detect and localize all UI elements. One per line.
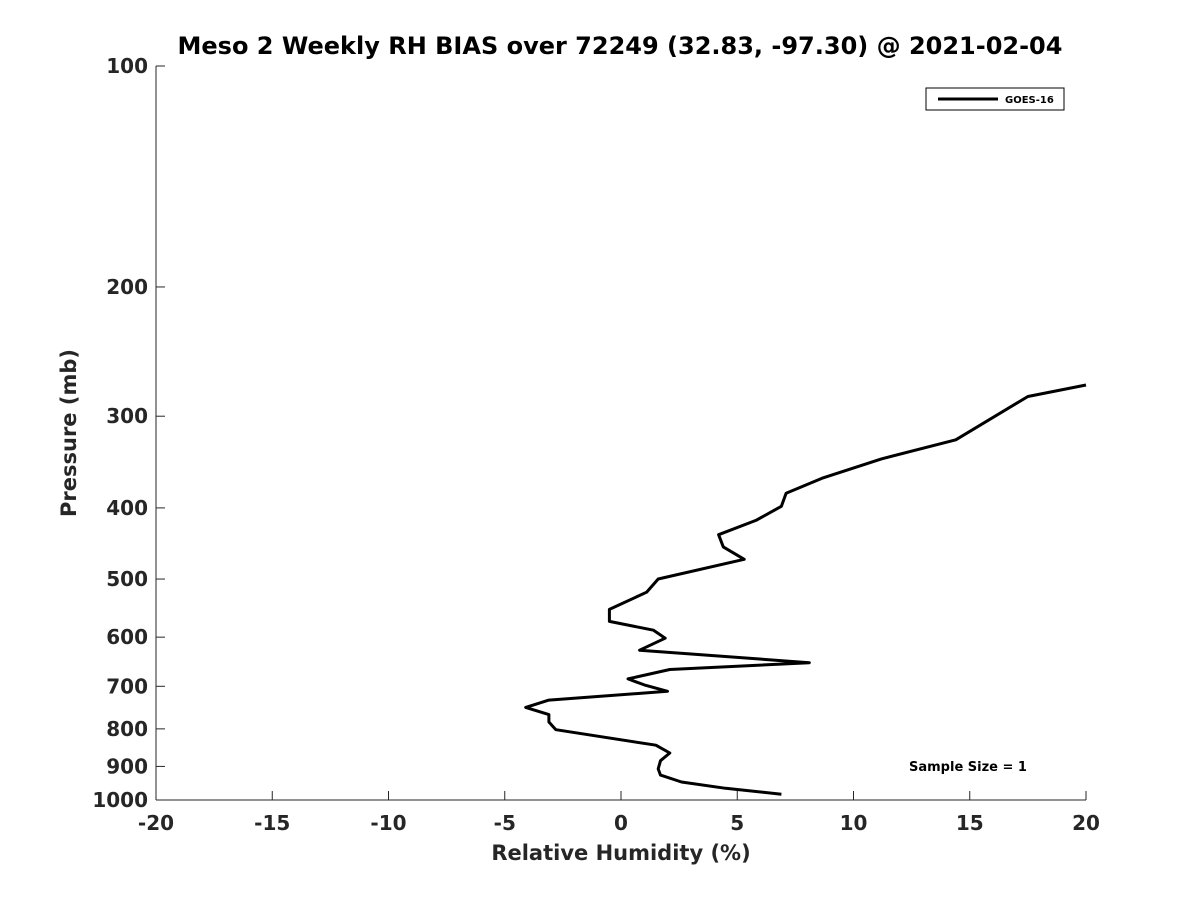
x-ticks: -20 -15 -10 -5 0 5 10 15 20 <box>138 791 1100 835</box>
y-tick-label: 800 <box>106 717 148 741</box>
y-tick-label: 500 <box>106 567 148 591</box>
x-tick-label: -5 <box>494 811 516 835</box>
legend-label-goes-16: GOES-16 <box>1005 95 1054 106</box>
x-tick-label: -15 <box>254 811 290 835</box>
axes <box>155 66 1086 801</box>
x-tick-label: -20 <box>138 811 174 835</box>
y-tick-label: 900 <box>106 754 148 778</box>
legend: GOES-16 <box>925 87 1065 111</box>
x-tick-label: 5 <box>730 811 744 835</box>
x-axis-label: Relative Humidity (%) <box>491 841 750 865</box>
y-tick-label: 200 <box>106 275 148 299</box>
x-tick-label: 0 <box>614 811 628 835</box>
chart-title: Meso 2 Weekly RH BIAS over 72249 (32.83,… <box>178 32 1063 60</box>
y-tick-label: 100 <box>106 54 148 78</box>
y-tick-label: 700 <box>106 674 148 698</box>
y-ticks: 100 200 300 400 500 600 700 800 900 1000 <box>92 54 165 812</box>
y-tick-label: 1000 <box>92 788 148 812</box>
series-line-goes-16 <box>524 383 1087 796</box>
y-tick-label: 600 <box>106 625 148 649</box>
sample-size-annotation: Sample Size = 1 <box>909 760 1027 775</box>
y-tick-label: 300 <box>106 404 148 428</box>
x-tick-label: -10 <box>370 811 406 835</box>
y-tick-label: 400 <box>106 496 148 520</box>
x-tick-label: 20 <box>1072 811 1100 835</box>
y-axis-label: Pressure (mb) <box>57 349 81 517</box>
x-tick-label: 10 <box>840 811 868 835</box>
x-tick-label: 15 <box>956 811 984 835</box>
series-layer <box>524 383 1087 796</box>
